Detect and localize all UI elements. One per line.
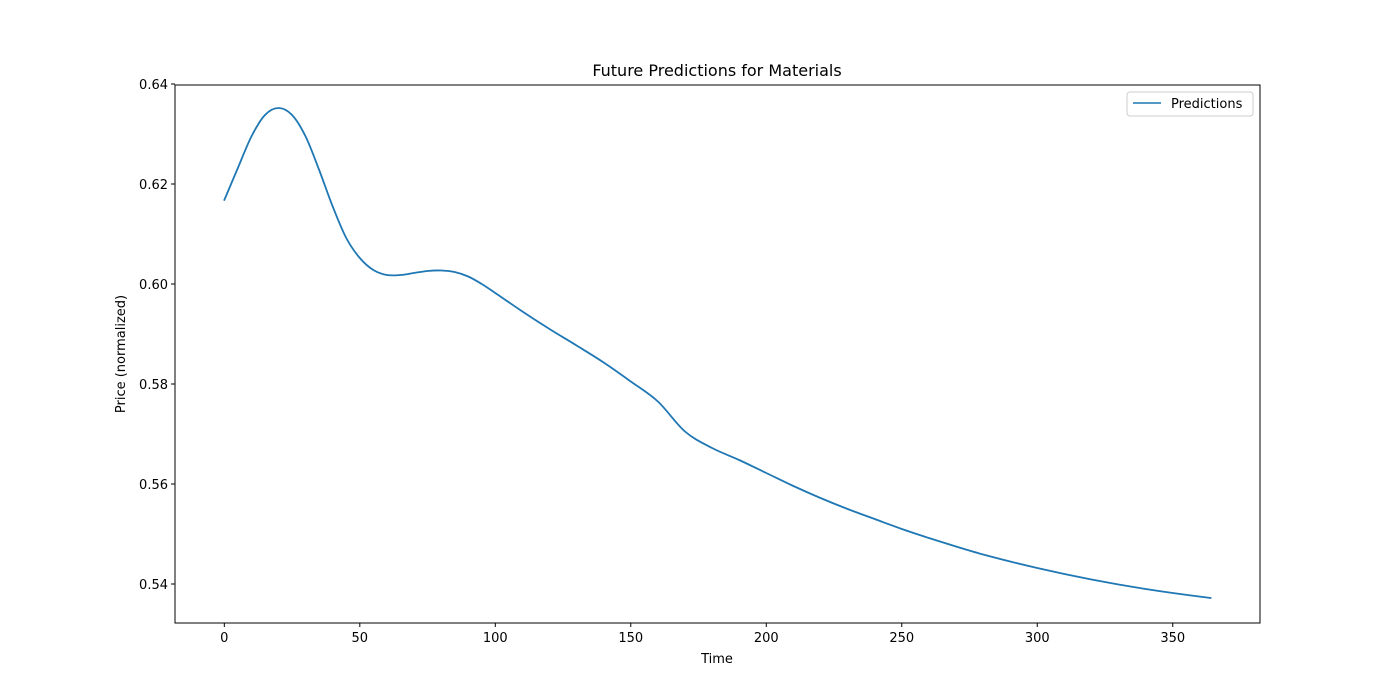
x-axis-label: Time xyxy=(700,652,733,667)
y-axis-label: Price (normalized) xyxy=(114,295,129,413)
x-tick-label: 0 xyxy=(220,631,228,646)
legend-label-predictions: Predictions xyxy=(1171,97,1243,112)
x-tick-label: 300 xyxy=(1025,631,1050,646)
series-layer xyxy=(223,107,1212,599)
y-axis: 0.54 0.56 0.58 0.60 0.62 0.64 xyxy=(139,78,175,593)
legend: Predictions xyxy=(1126,91,1254,117)
y-tick-label: 0.64 xyxy=(139,78,168,93)
legend-box xyxy=(1126,91,1254,117)
series-line-predictions xyxy=(223,107,1212,599)
y-tick-label: 0.60 xyxy=(139,278,168,293)
y-tick-label: 0.56 xyxy=(139,478,168,493)
x-tick-label: 50 xyxy=(352,631,369,646)
y-tick-label: 0.54 xyxy=(139,578,168,593)
x-tick-label: 200 xyxy=(754,631,779,646)
chart-title: Future Predictions for Materials xyxy=(592,61,841,80)
x-tick-label: 100 xyxy=(483,631,508,646)
y-tick-label: 0.58 xyxy=(139,378,168,393)
x-tick-label: 350 xyxy=(1160,631,1185,646)
x-axis: 0 50 100 150 200 250 300 350 xyxy=(220,623,1185,646)
x-tick-label: 150 xyxy=(618,631,643,646)
plot-area-frame xyxy=(174,84,1261,624)
x-tick-label: 250 xyxy=(889,631,914,646)
y-tick-label: 0.62 xyxy=(139,178,168,193)
